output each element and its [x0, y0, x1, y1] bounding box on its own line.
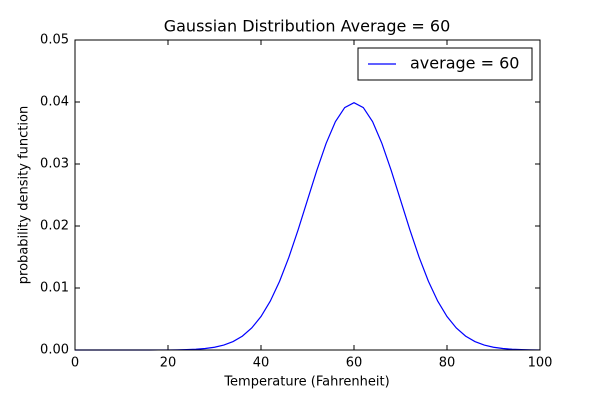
x-tick-label: 60	[346, 356, 363, 371]
legend-label: average = 60	[410, 54, 519, 73]
y-tick-label: 0.04	[40, 95, 69, 110]
y-tick-label: 0.00	[40, 343, 69, 358]
y-tick-label: 0.05	[40, 33, 69, 48]
chart-title: Gaussian Distribution Average = 60	[164, 17, 451, 36]
y-tick-label: 0.02	[40, 219, 69, 234]
y-tick-label: 0.03	[40, 157, 69, 172]
y-axis-label: probability density function	[17, 106, 32, 284]
x-tick-label: 80	[439, 356, 456, 371]
x-tick-label: 100	[528, 356, 553, 371]
x-axis-label: Temperature (Fahrenheit)	[223, 375, 389, 390]
y-tick-label: 0.01	[40, 281, 69, 296]
x-tick-label: 40	[253, 356, 270, 371]
x-tick-label: 20	[160, 356, 177, 371]
x-tick-label: 0	[71, 356, 79, 371]
plot-frame	[74, 39, 541, 351]
